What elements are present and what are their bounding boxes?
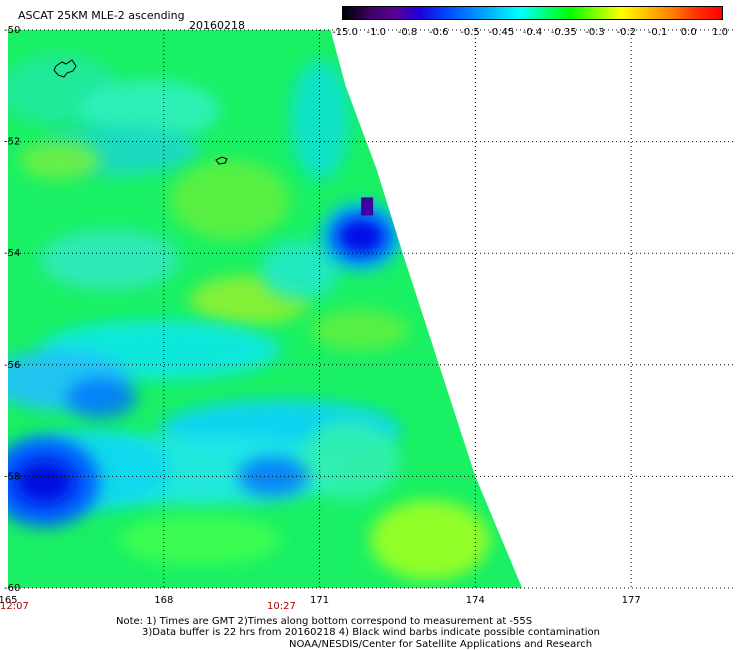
- colorbar-tick-label: -0.45: [488, 27, 515, 38]
- footer-note-1: Note: 1) Times are GMT 2)Times along bot…: [116, 616, 533, 627]
- colorbar-tick-label: -0.35: [550, 27, 577, 38]
- lat-tick-label: -60: [4, 583, 20, 594]
- wind-blob: [40, 230, 180, 290]
- product-title: ASCAT 25KM MLE-2 ascending: [18, 9, 185, 22]
- time-label-start: 12:07: [0, 601, 29, 612]
- lat-tick-label: -54: [4, 248, 20, 259]
- product-date: 20160218: [189, 19, 245, 32]
- colorbar-tick-label: 1.0: [712, 27, 728, 38]
- wind-blob: [370, 500, 490, 580]
- colorbar: [342, 6, 723, 20]
- colorbar-tick-label: -0.4: [522, 27, 543, 38]
- wind-blob: [310, 310, 410, 350]
- lon-tick-label: 168: [154, 595, 173, 606]
- colorbar-tick-label: -15.0: [332, 27, 358, 38]
- colorbar-tick-label: -0.6: [428, 27, 449, 38]
- wind-blob: [290, 60, 350, 180]
- colorbar-tick-label: -0.3: [585, 27, 605, 38]
- lat-tick-label: -58: [4, 471, 20, 482]
- purple-cell: [361, 197, 374, 216]
- island-outline: [53, 59, 77, 78]
- wind-blob: [300, 420, 400, 500]
- time-label-mid: 10:27: [267, 601, 296, 612]
- anomaly-halo: [66, 378, 137, 419]
- colorbar-tick-label: -0.8: [397, 27, 418, 38]
- colorbar-tick-label: -0.1: [647, 27, 668, 38]
- swath-field: [8, 30, 523, 588]
- colorbar-tick-label: -1.0: [366, 27, 387, 38]
- lat-tick-label: -56: [4, 360, 20, 371]
- lat-tick-label: -52: [4, 137, 20, 148]
- lat-tick-label: -50: [4, 25, 20, 36]
- footer-credit: NOAA/NESDIS/Center for Satellite Applica…: [289, 639, 593, 650]
- wind-blob: [20, 140, 100, 180]
- anomaly-core: [14, 459, 75, 504]
- lon-tick-label: 177: [622, 595, 641, 606]
- wind-blob: [170, 160, 290, 240]
- colorbar-tick-label: -0.2: [616, 27, 637, 38]
- island-outline: [215, 156, 228, 165]
- wind-blob: [120, 515, 280, 565]
- lon-tick-label: 174: [466, 595, 485, 606]
- colorbar-tick-label: 0.0: [680, 27, 697, 38]
- anomaly-core: [335, 216, 388, 257]
- lon-tick-label: 165: [0, 595, 18, 606]
- colorbar-tick-label: -0.5: [460, 27, 480, 38]
- wind-blob: [80, 80, 220, 140]
- lon-tick-label: 171: [310, 595, 329, 606]
- footer-note-2: 3)Data buffer is 22 hrs from 20160218 4)…: [142, 627, 600, 638]
